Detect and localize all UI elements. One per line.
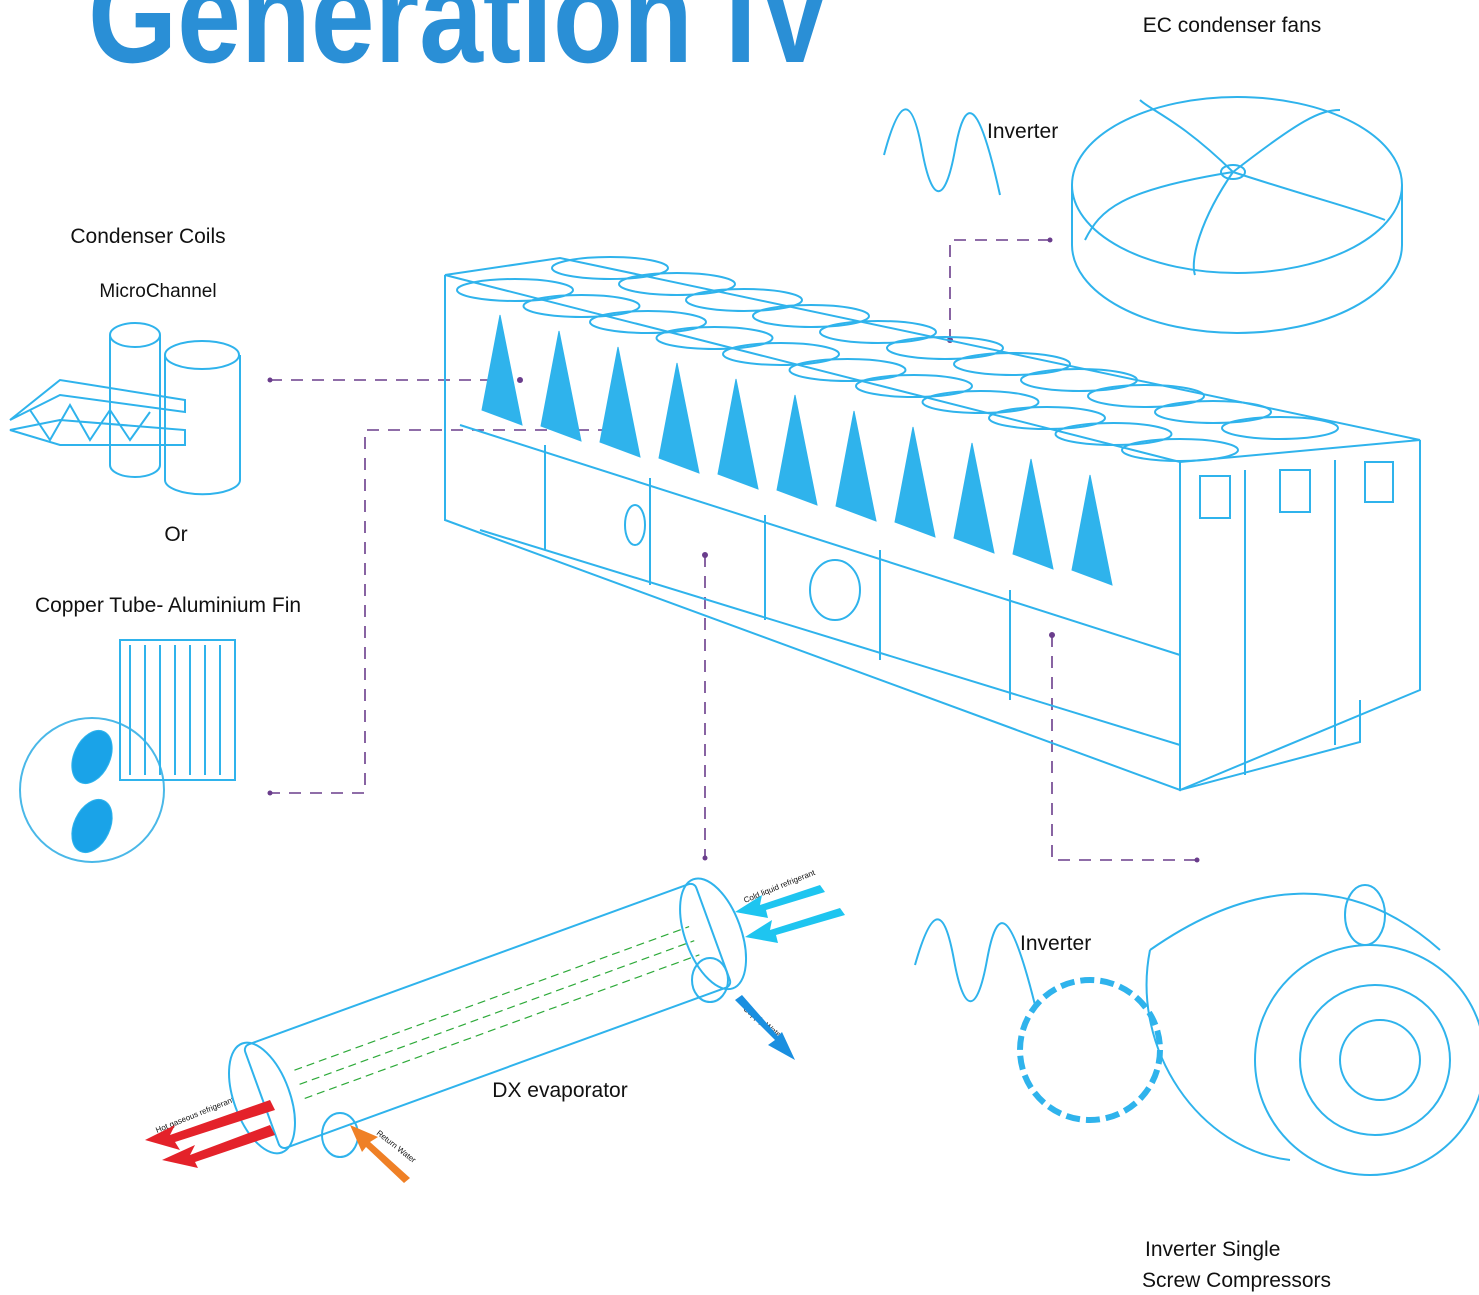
compressor-label: Inverter Single bbox=[1145, 1238, 1280, 1261]
leaders bbox=[267, 237, 1200, 863]
shape bbox=[953, 442, 995, 554]
shape bbox=[655, 326, 774, 350]
coils-label: Condenser Coils bbox=[70, 225, 225, 248]
shape bbox=[685, 288, 803, 312]
shape bbox=[589, 310, 707, 334]
shape bbox=[921, 390, 1040, 414]
shape bbox=[988, 406, 1106, 430]
shape bbox=[722, 342, 840, 366]
fans-label: EC condenser fans bbox=[1143, 14, 1322, 37]
shape bbox=[551, 256, 669, 280]
shape bbox=[835, 410, 877, 522]
shape bbox=[599, 346, 641, 458]
shape bbox=[658, 362, 700, 474]
shape bbox=[819, 320, 937, 344]
title: Generation IV bbox=[88, 0, 833, 91]
shape bbox=[1071, 474, 1113, 586]
shape bbox=[1221, 416, 1339, 440]
shape bbox=[894, 426, 936, 538]
shape bbox=[1087, 384, 1205, 408]
compressor-label: Screw Compressors bbox=[1142, 1269, 1331, 1292]
coils-separator: Or bbox=[164, 523, 187, 546]
shape bbox=[1020, 368, 1138, 392]
coil-illustrations bbox=[9, 322, 241, 863]
shape bbox=[752, 304, 870, 328]
shape bbox=[886, 336, 1004, 360]
shape bbox=[522, 294, 641, 318]
compressor bbox=[1017, 884, 1479, 1176]
shape bbox=[481, 314, 523, 426]
fans-drive: Inverter bbox=[987, 120, 1058, 143]
shape bbox=[1054, 422, 1173, 446]
shape bbox=[855, 374, 973, 398]
inverter-waves bbox=[883, 108, 1036, 1006]
shape bbox=[618, 272, 736, 296]
shape bbox=[788, 358, 907, 382]
fan-illustration bbox=[1071, 96, 1403, 334]
shape bbox=[953, 352, 1071, 376]
coils-option-b: Copper Tube- Aluminium Fin bbox=[35, 594, 301, 617]
evaporator-label: DX evaporator bbox=[492, 1079, 627, 1102]
shape bbox=[1012, 458, 1054, 570]
shape bbox=[1154, 400, 1272, 424]
evaporator bbox=[145, 877, 845, 1183]
shape bbox=[776, 394, 818, 506]
shape bbox=[1121, 438, 1239, 462]
coils-option-a: MicroChannel bbox=[99, 281, 216, 302]
chiller bbox=[444, 256, 1421, 792]
shape bbox=[540, 330, 582, 442]
shape bbox=[717, 378, 759, 490]
compressor-drive: Inverter bbox=[1020, 932, 1091, 955]
shape bbox=[456, 278, 574, 302]
